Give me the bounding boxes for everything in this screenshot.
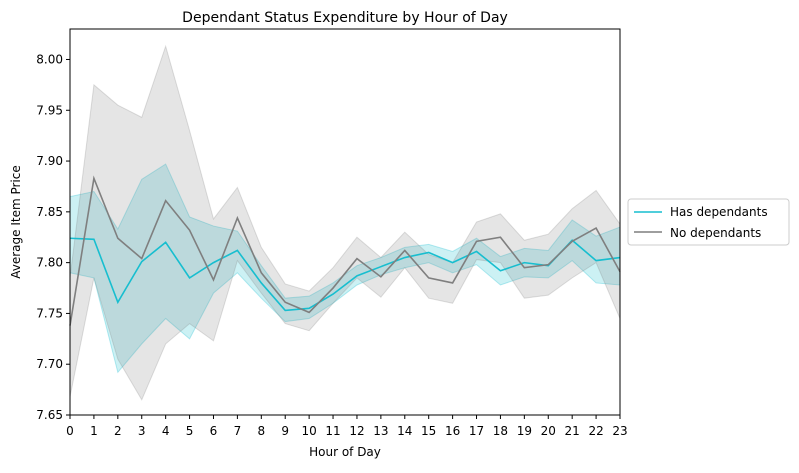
legend: Has dependants No dependants: [627, 198, 790, 246]
y-tick-label: 7.70: [36, 357, 63, 371]
x-tick-label: 17: [469, 424, 484, 438]
x-axis-label: Hour of Day: [309, 445, 381, 459]
x-tick-label: 4: [162, 424, 170, 438]
series-line-has-dependants: [69, 237, 621, 312]
confidence-bands: [69, 44, 621, 401]
chart-title: Dependant Status Expenditure by Hour of …: [182, 10, 508, 26]
x-tick-label: 3: [138, 424, 146, 438]
x-tick-label: 15: [421, 424, 436, 438]
y-tick-label: 7.95: [36, 103, 63, 117]
x-tick-label: 23: [612, 424, 627, 438]
x-tick-label: 7: [234, 424, 242, 438]
x-tick-label: 11: [325, 424, 340, 438]
y-tick-label: 7.85: [36, 205, 63, 219]
y-axis: 7.65 7.70 7.75 7.80 7.85 7.90 7.95 8.00: [36, 52, 70, 422]
x-tick-label: 2: [114, 424, 122, 438]
legend-label-has-dependants: Has dependants: [670, 205, 768, 219]
series-line-no-dependants: [69, 175, 621, 326]
y-tick-label: 8.00: [36, 52, 63, 66]
y-tick-label: 7.65: [36, 408, 63, 422]
x-tick-label: 0: [66, 424, 74, 438]
series-lines: [69, 175, 621, 326]
x-tick-label: 16: [445, 424, 460, 438]
plot-area-frame: [69, 28, 621, 416]
x-tick-label: 22: [588, 424, 603, 438]
x-tick-label: 1: [90, 424, 98, 438]
y-tick-label: 7.75: [36, 306, 63, 320]
x-tick-label: 20: [541, 424, 556, 438]
x-tick-label: 14: [397, 424, 412, 438]
x-tick-label: 6: [210, 424, 218, 438]
legend-label-no-dependants: No dependants: [670, 226, 761, 240]
x-axis: 0 1 2 3 4 5 6 7 8 9 10 11 12 13 14 15 16 17 18 19 20 21 22 23: [66, 415, 628, 438]
x-tick-label: 18: [493, 424, 508, 438]
x-tick-label: 10: [301, 424, 316, 438]
x-tick-label: 5: [186, 424, 194, 438]
x-tick-label: 13: [373, 424, 388, 438]
x-tick-label: 21: [565, 424, 580, 438]
confidence-band-no-dependants: [69, 44, 621, 401]
y-axis-label: Average Item Price: [9, 165, 23, 279]
x-tick-label: 12: [349, 424, 364, 438]
x-tick-label: 8: [257, 424, 265, 438]
y-tick-label: 7.90: [36, 154, 63, 168]
x-tick-label: 19: [517, 424, 532, 438]
y-tick-label: 7.80: [36, 256, 63, 270]
x-tick-label: 9: [281, 424, 289, 438]
legend-box: [627, 198, 790, 246]
